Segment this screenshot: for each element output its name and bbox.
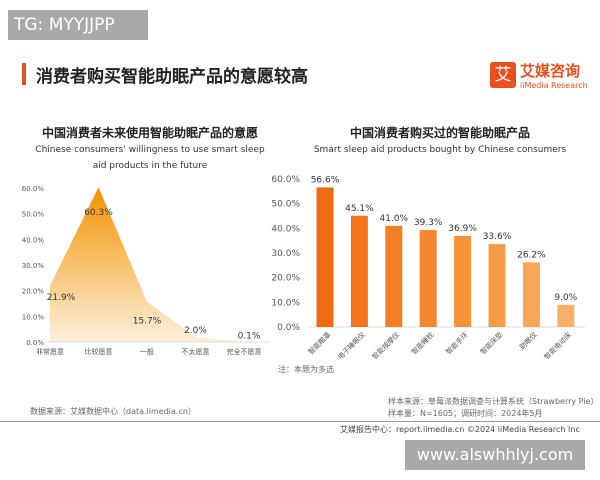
bar	[385, 225, 403, 327]
y-tick-label: 60.0%	[22, 185, 45, 193]
y-tick-label: 10.0%	[271, 298, 300, 308]
x-tick-label: 一般	[140, 347, 154, 356]
area-series	[50, 187, 244, 342]
bar	[522, 262, 540, 327]
bar	[316, 187, 334, 327]
data-label: 41.0%	[380, 214, 409, 224]
source-right-2: 样本量：N=1605；调研时间：2024年5月	[388, 409, 543, 418]
y-tick-label: 50.0%	[22, 211, 45, 219]
iimedia-logo: 艾 艾媒咨询 iiMedia Research	[490, 60, 588, 90]
title-accent-bar	[22, 63, 26, 85]
bar	[454, 235, 472, 327]
y-tick-label: 20.0%	[271, 274, 300, 284]
chart1-subtitle: Chinese consumers' willingness to use sm…	[35, 145, 265, 171]
x-tick-label: 智能睡枕	[409, 330, 435, 356]
data-label: 9.0%	[554, 293, 577, 303]
watermark-bottom: www.alswhhlyj.com	[405, 440, 585, 470]
x-tick-label: 电子睡眠仪	[336, 330, 367, 361]
y-tick-label: 30.0%	[22, 262, 45, 270]
footer-divider	[0, 421, 600, 422]
bar	[488, 244, 506, 327]
logo-en: iiMedia Research	[520, 81, 588, 90]
x-tick-label: 智能手环	[444, 330, 470, 356]
chart2-title: 中国消费者购买过的智能助眠产品	[349, 126, 530, 140]
data-label: 26.2%	[517, 250, 546, 260]
y-tick-label: 40.0%	[271, 224, 300, 234]
y-tick-label: 0.0%	[277, 323, 300, 333]
x-tick-label: 智能床垫	[478, 330, 504, 356]
willingness-area-chart: 0.0% 10.0% 20.0% 30.0% 40.0% 50.0% 60.0% 21.9% 非…	[22, 185, 270, 356]
chart1-title: 中国消费者未来使用智能助眠产品的意愿	[41, 126, 258, 140]
bar	[350, 215, 368, 327]
x-tick-label: 智能按摩仪	[370, 330, 401, 361]
x-tick-label: 不太愿意	[182, 347, 210, 356]
y-tick-label: 0.0%	[26, 339, 44, 347]
data-label: 36.9%	[448, 224, 477, 234]
data-label: 15.7%	[133, 317, 162, 327]
x-tick-label: 助眠仪	[518, 330, 539, 351]
data-label: 45.1%	[345, 204, 374, 214]
y-tick-label: 40.0%	[22, 236, 45, 244]
bar	[419, 230, 437, 327]
x-tick-label: 完全不愿意	[227, 347, 262, 356]
data-label: 33.6%	[483, 232, 512, 242]
y-tick-label: 10.0%	[22, 313, 45, 321]
data-label: 2.0%	[184, 326, 207, 336]
note: 注：本题为多选	[278, 365, 334, 374]
data-label: 60.3%	[84, 208, 113, 218]
data-label: 56.6%	[311, 175, 340, 185]
x-tick-label: 非常愿意	[36, 347, 64, 356]
data-label: 39.3%	[414, 218, 443, 228]
data-label: 0.1%	[238, 332, 261, 342]
x-tick-label: 智能电动床	[542, 330, 573, 361]
products-bar-chart: 0.0% 10.0% 20.0% 30.0% 40.0% 50.0% 60.0% 56.6% 智…	[271, 175, 585, 361]
source-right-1: 样本来源：草莓派数据调查与计算系统（Strawberry Pie）	[388, 397, 599, 406]
page-title: 消费者购买智能助眠产品的意愿较高	[36, 67, 308, 87]
y-tick-label: 50.0%	[271, 200, 300, 210]
chart2-subtitle: Smart sleep aid products bought by Chine…	[313, 145, 567, 155]
footer: 艾媒报告中心：report.iimedia.cn ©2024 iiMedia R…	[340, 425, 580, 434]
x-tick-label: 比较愿意	[85, 347, 113, 356]
bar	[557, 304, 575, 327]
data-label: 21.9%	[47, 293, 76, 303]
y-tick-label: 20.0%	[22, 288, 45, 296]
logo-cn: 艾媒咨询	[520, 62, 581, 80]
source-left: 数据来源：艾媒数据中心（data.iimedia.cn）	[30, 407, 196, 416]
y-tick-label: 30.0%	[271, 249, 300, 259]
x-tick-label: 智能眼罩	[306, 330, 332, 356]
logo-mark: 艾	[490, 62, 516, 88]
watermark-top: TG: MYYJJPP	[8, 10, 148, 40]
y-tick-label: 60.0%	[271, 175, 300, 185]
